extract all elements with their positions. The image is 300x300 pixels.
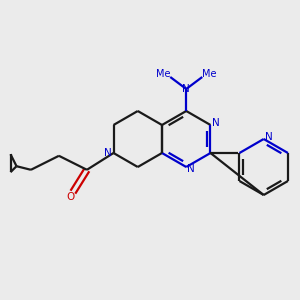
- Text: Me: Me: [202, 69, 217, 79]
- Text: N: N: [265, 132, 273, 142]
- Text: N: N: [188, 164, 195, 174]
- Text: Me: Me: [156, 69, 170, 79]
- Text: O: O: [67, 192, 75, 202]
- Text: N: N: [182, 84, 190, 94]
- Text: N: N: [212, 118, 219, 128]
- Text: N: N: [103, 148, 111, 158]
